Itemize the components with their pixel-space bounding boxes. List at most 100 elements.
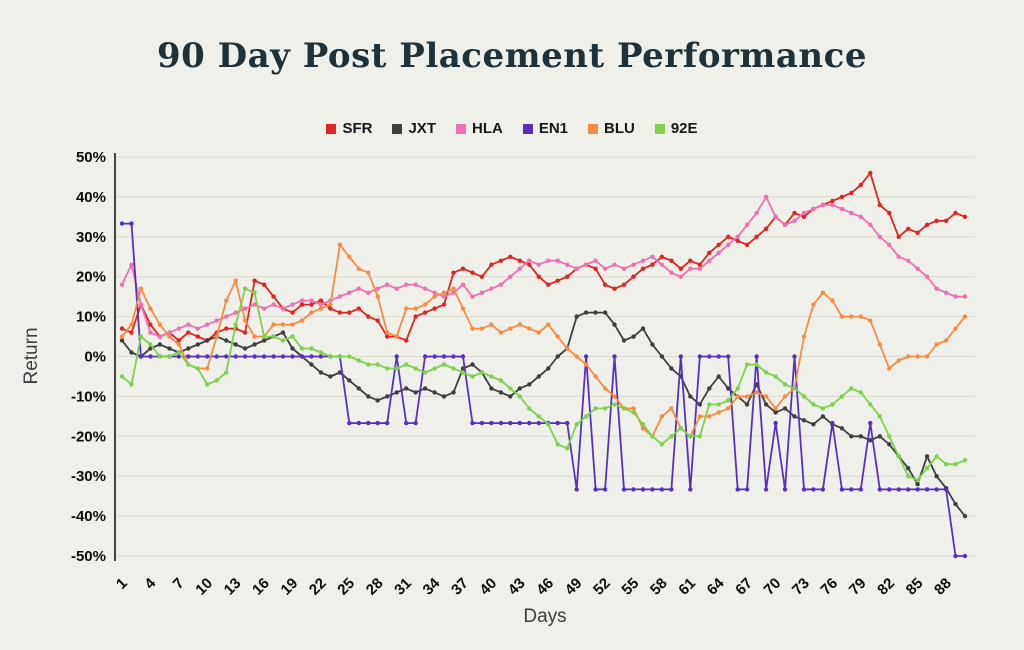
data-point-92E xyxy=(186,362,191,367)
data-point-SFR xyxy=(716,242,721,247)
data-point-HLA xyxy=(669,270,674,275)
data-point-BLU xyxy=(385,330,390,335)
data-point-JXT xyxy=(375,398,380,403)
data-point-92E xyxy=(849,386,854,391)
data-point-HLA xyxy=(754,210,759,216)
data-point-HLA xyxy=(868,222,873,227)
data-point-EN1 xyxy=(299,354,305,359)
data-point-JXT xyxy=(347,378,352,383)
data-point-SFR xyxy=(612,286,617,291)
data-point-JXT xyxy=(252,342,257,347)
data-point-SFR xyxy=(422,310,428,315)
data-point-SFR xyxy=(413,314,418,319)
data-point-SFR xyxy=(906,226,911,231)
data-point-HLA xyxy=(678,274,683,279)
data-point-SFR xyxy=(356,306,361,311)
data-point-HLA xyxy=(252,302,257,307)
data-point-SFR xyxy=(726,234,731,239)
data-point-BLU xyxy=(934,342,939,347)
data-point-BLU xyxy=(735,394,740,399)
data-point-SFR xyxy=(688,258,693,263)
data-point-92E xyxy=(943,462,949,467)
data-point-EN1 xyxy=(877,487,882,492)
legend-item-92E: 92E xyxy=(654,120,698,137)
data-point-BLU xyxy=(574,354,579,359)
data-point-92E xyxy=(716,402,721,407)
data-point-JXT xyxy=(394,390,399,395)
data-point-JXT xyxy=(318,370,324,375)
data-point-HLA xyxy=(640,258,646,263)
data-point-SFR xyxy=(498,258,504,263)
data-point-SFR xyxy=(318,298,324,303)
data-point-92E xyxy=(422,370,428,375)
x-tick-label: 34 xyxy=(420,574,444,598)
data-point-JXT xyxy=(716,374,721,379)
data-point-HLA xyxy=(337,294,343,299)
data-point-HLA xyxy=(773,214,778,219)
x-tick-label: 73 xyxy=(789,575,813,599)
data-point-HLA xyxy=(460,282,466,287)
data-point-EN1 xyxy=(555,420,560,426)
data-point-EN1 xyxy=(906,487,911,492)
data-point-EN1 xyxy=(441,354,447,359)
legend-swatch-JXT xyxy=(392,123,403,134)
data-point-92E xyxy=(773,374,778,379)
data-point-BLU xyxy=(356,266,361,271)
data-point-SFR xyxy=(858,182,863,188)
data-point-SFR xyxy=(924,222,930,227)
data-point-JXT xyxy=(508,394,513,399)
data-point-HLA xyxy=(489,286,494,291)
data-point-HLA xyxy=(366,290,371,295)
data-point-EN1 xyxy=(716,354,721,359)
data-point-BLU xyxy=(148,306,153,311)
data-point-BLU xyxy=(716,410,721,415)
data-point-JXT xyxy=(744,402,750,407)
legend-label-JXT: JXT xyxy=(408,120,436,137)
data-point-BLU xyxy=(328,302,333,307)
data-point-SFR xyxy=(479,274,485,279)
data-point-92E xyxy=(962,458,968,463)
data-point-92E xyxy=(318,350,324,355)
data-point-EN1 xyxy=(773,420,778,426)
data-point-JXT xyxy=(839,426,845,431)
data-point-SFR xyxy=(224,326,229,331)
data-point-SFR xyxy=(527,262,532,267)
data-point-92E xyxy=(138,334,144,339)
data-point-EN1 xyxy=(252,354,257,359)
data-point-EN1 xyxy=(953,553,958,559)
data-point-SFR xyxy=(650,262,655,267)
data-point-SFR xyxy=(697,262,702,267)
x-tick-label: 49 xyxy=(562,575,586,599)
data-point-EN1 xyxy=(280,354,286,359)
data-point-JXT xyxy=(328,374,333,379)
x-tick-label: 22 xyxy=(306,575,330,599)
data-point-EN1 xyxy=(527,420,532,426)
data-point-JXT xyxy=(858,434,863,439)
data-point-BLU xyxy=(394,334,399,339)
x-tick-label: 79 xyxy=(846,575,870,599)
data-point-92E xyxy=(707,402,712,407)
data-point-EN1 xyxy=(792,354,797,359)
data-point-BLU xyxy=(801,334,807,339)
data-point-92E xyxy=(413,366,418,371)
data-point-92E xyxy=(441,362,447,367)
data-point-BLU xyxy=(498,330,504,335)
data-point-EN1 xyxy=(375,420,380,426)
data-point-HLA xyxy=(214,318,219,323)
data-point-EN1 xyxy=(508,420,513,426)
data-point-BLU xyxy=(479,326,485,331)
data-point-HLA xyxy=(536,262,541,267)
x-tick-label: 19 xyxy=(278,575,302,599)
legend-label-SFR: SFR xyxy=(342,120,373,137)
data-point-HLA xyxy=(404,282,409,287)
data-point-HLA xyxy=(129,262,134,267)
data-point-SFR xyxy=(659,254,665,259)
data-point-92E xyxy=(546,422,551,427)
data-point-HLA xyxy=(650,254,655,259)
data-point-JXT xyxy=(924,454,930,459)
x-tick-label: 82 xyxy=(874,575,898,599)
data-point-HLA xyxy=(858,214,863,219)
data-point-92E xyxy=(299,346,305,351)
data-point-SFR xyxy=(328,306,333,311)
legend-swatch-92E xyxy=(654,123,665,134)
